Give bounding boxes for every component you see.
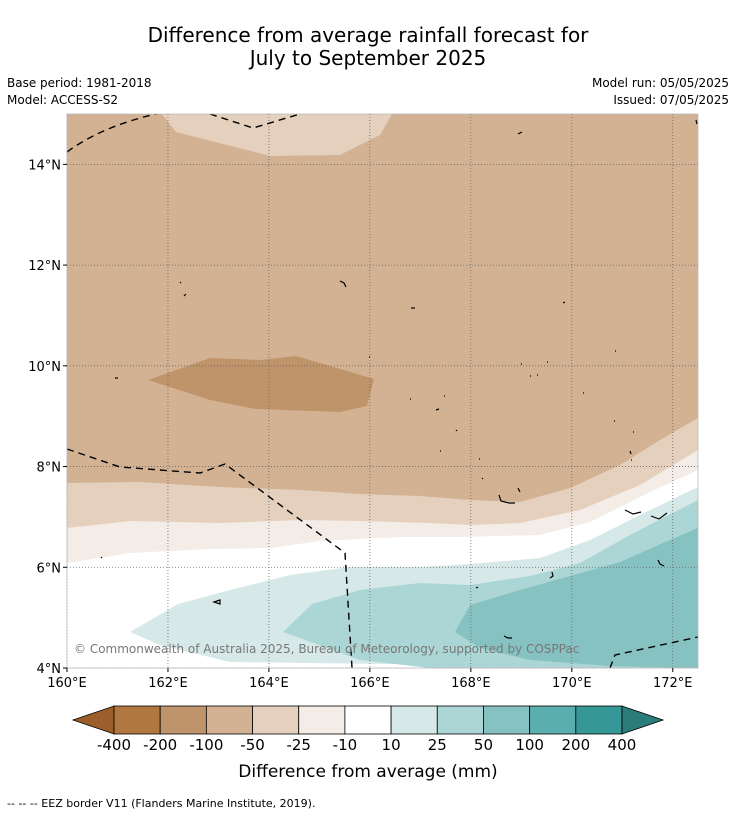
colorbar-box	[344, 705, 392, 735]
colorbar-tick-label: -200	[143, 736, 177, 754]
colorbar-tick-label: 10	[382, 736, 401, 754]
island	[369, 356, 458, 432]
copyright-notice: © Commonwealth of Australia 2025, Bureau…	[74, 642, 579, 656]
model-name: Model: ACCESS-S2	[7, 93, 119, 107]
island	[624, 509, 668, 520]
lon-tick-label: 160°E	[47, 676, 87, 691]
lon-tick-label: 166°E	[350, 676, 390, 691]
colorbar-tick-label: -10	[333, 736, 358, 754]
island	[503, 559, 665, 639]
colorbar-tick-label: 400	[608, 736, 637, 754]
lat-tick-label: 6°N	[37, 561, 62, 576]
lon-tick-label: 170°E	[552, 676, 592, 691]
colorbar: -400 -200 -100 -50 -25 -10 10 25 50 100 200 400	[71, 705, 665, 754]
island	[100, 556, 221, 605]
lat-tick-label: 12°N	[28, 259, 61, 274]
colorbar-box	[483, 705, 531, 735]
model-run: Model run: 05/05/2025	[591, 76, 729, 90]
colorbar-tick-label: -25	[286, 736, 311, 754]
islands	[100, 119, 698, 639]
colorbar-tick-label: 50	[474, 736, 493, 754]
colorbar-box	[575, 705, 623, 735]
colorbar-box	[298, 705, 346, 735]
contour-layer	[67, 114, 698, 668]
eez-borders	[67, 114, 698, 668]
lat-tick-label: 10°N	[28, 360, 61, 375]
colorbar-box	[436, 705, 484, 735]
title-line1: Difference from average rainfall forecas…	[147, 23, 589, 47]
island	[498, 487, 521, 504]
contour-band-minus-100-to-minus-200	[148, 356, 374, 412]
lon-tick-label: 164°E	[249, 676, 289, 691]
eez-border-north	[209, 114, 301, 129]
lon-tick-label: 172°E	[653, 676, 693, 691]
eez-border-northwest	[67, 114, 159, 153]
eez-border-southeast	[609, 636, 698, 668]
title-line2: July to September 2025	[249, 46, 487, 70]
island	[517, 131, 523, 135]
lat-tick-label: 4°N	[37, 662, 62, 677]
lat-tick-label: 14°N	[28, 158, 61, 173]
colorbar-box	[159, 705, 207, 735]
island	[695, 119, 698, 125]
contour-top-light-patch	[162, 114, 392, 156]
issued-date: Issued: 07/05/2025	[613, 93, 729, 107]
contour-band-50-to-100	[455, 528, 698, 668]
colorbar-box	[529, 705, 577, 735]
colorbar-box	[252, 705, 300, 735]
eez-legend-note: -- -- -- EEZ border V11 (Flanders Marine…	[7, 797, 316, 810]
island	[339, 280, 347, 288]
colorbar-tick-label: -100	[189, 736, 223, 754]
colorbar-extend-high	[621, 705, 665, 735]
colorbar-box	[113, 705, 161, 735]
island	[475, 569, 554, 589]
colorbar-tick-label: 200	[561, 736, 590, 754]
island	[521, 350, 616, 422]
colorbar-extend-low	[71, 705, 115, 735]
lon-axis: 160°E 162°E 164°E 166°E 168°E 170°E 172°E	[47, 668, 693, 691]
rainfall-map: © Commonwealth of Australia 2025, Bureau…	[28, 113, 699, 754]
colorbar-tick-label: 100	[515, 736, 544, 754]
colorbar-tick-label: -400	[97, 736, 131, 754]
colorbar-box	[390, 705, 438, 735]
colorbar-tick-label: -50	[240, 736, 265, 754]
map-frame	[66, 113, 699, 669]
island	[440, 431, 634, 480]
lon-tick-label: 168°E	[451, 676, 491, 691]
lat-tick-label: 8°N	[37, 461, 62, 476]
lat-axis: 4°N 6°N 8°N 10°N 12°N 14°N	[28, 158, 67, 677]
base-period: Base period: 1981-2018	[7, 76, 152, 90]
lon-tick-label: 162°E	[148, 676, 188, 691]
eez-border-central	[67, 448, 353, 668]
island	[179, 281, 187, 297]
island	[562, 301, 566, 304]
colorbar-box	[205, 705, 253, 735]
colorbar-unit-label: Difference from average (mm)	[238, 762, 498, 782]
colorbar-tick-label: 25	[428, 736, 447, 754]
